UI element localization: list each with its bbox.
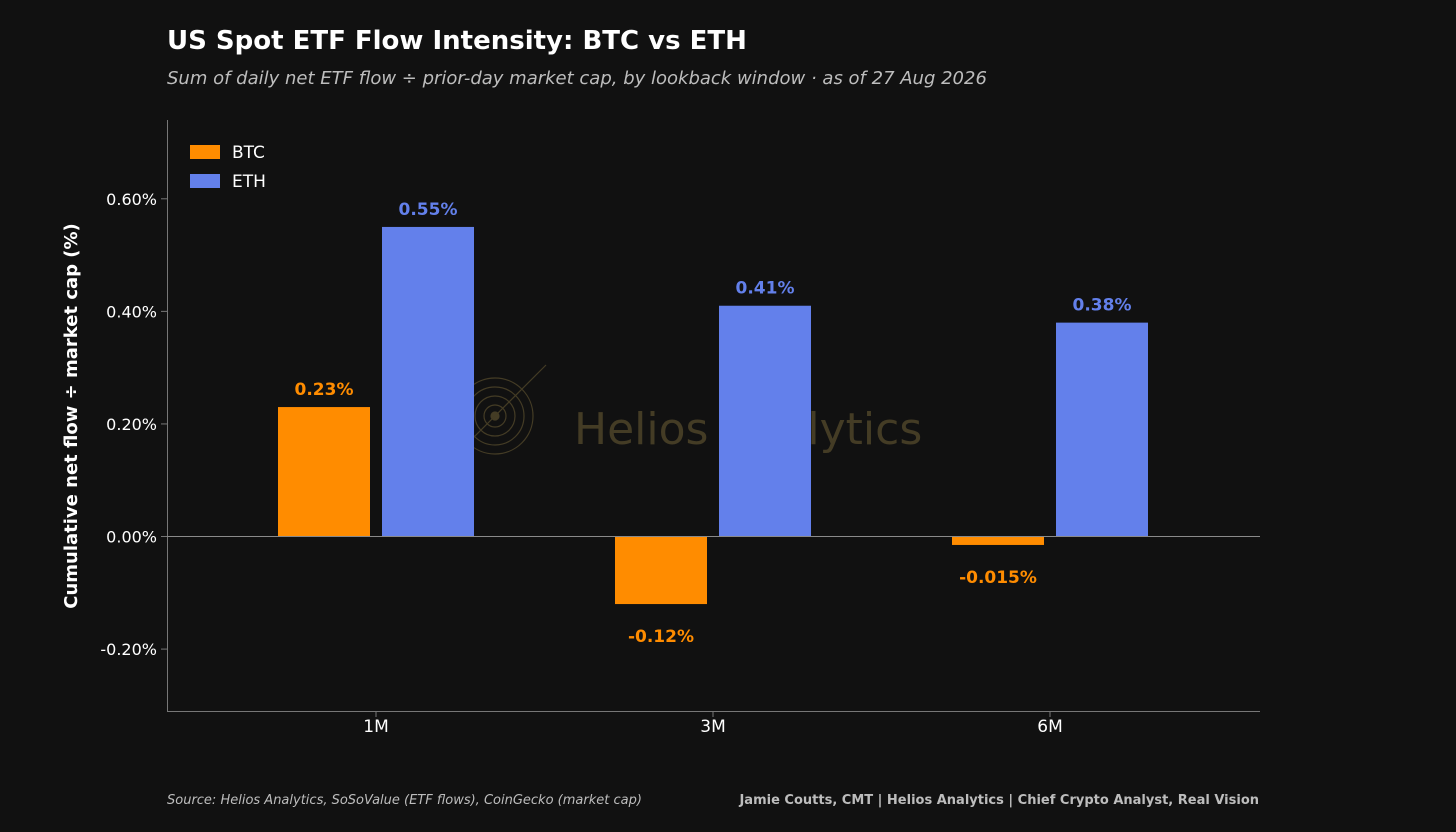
y-tick-label: 0.40%	[106, 302, 157, 321]
data-label-eth-6m: 0.38%	[1073, 296, 1132, 316]
legend: BTC ETH	[190, 143, 266, 192]
footer-credit: Jamie Coutts, CMT | Helios Analytics | C…	[739, 793, 1259, 808]
bars	[278, 226, 1148, 605]
chart-subtitle: Sum of daily net ETF flow ÷ prior-day ma…	[167, 68, 987, 89]
legend-label-btc: BTC	[232, 143, 265, 163]
data-label-eth-3m: 0.41%	[736, 279, 795, 299]
y-ticks: 0.60% 0.40% 0.20% 0.00% -0.20%	[100, 190, 167, 659]
y-tick-label: 0.60%	[106, 190, 157, 209]
x-ticks: 1M 3M 6M	[363, 711, 1063, 737]
legend-label-eth: ETH	[232, 172, 266, 192]
data-label-btc-1m: 0.23%	[295, 380, 354, 400]
bar-btc-3m	[615, 536, 707, 605]
x-tick-label: 6M	[1037, 717, 1062, 737]
legend-swatch-eth	[190, 174, 220, 188]
data-label-btc-3m: -0.12%	[628, 627, 694, 647]
y-tick-label: -0.20%	[100, 640, 157, 659]
chart-title: US Spot ETF Flow Intensity: BTC vs ETH	[167, 26, 747, 56]
legend-swatch-btc	[190, 145, 220, 159]
bar-eth-6m	[1056, 322, 1148, 537]
y-tick-label: 0.20%	[106, 415, 157, 434]
y-axis-label: Cumulative net flow ÷ market cap (%)	[61, 223, 82, 609]
bar-eth-1m	[382, 226, 474, 537]
data-label-btc-6m: -0.015%	[959, 568, 1037, 588]
bar-btc-1m	[278, 407, 370, 537]
data-label-eth-1m: 0.55%	[399, 200, 458, 220]
watermark: Helios Analytics	[443, 364, 922, 468]
footer-source: Source: Helios Analytics, SoSoValue (ETF…	[167, 793, 642, 808]
x-tick-label: 1M	[363, 717, 388, 737]
y-tick-label: 0.00%	[106, 528, 157, 547]
bar-eth-3m	[719, 305, 811, 537]
x-tick-label: 3M	[700, 717, 725, 737]
bar-labels: 0.23% 0.55% -0.12% 0.41% -0.015% 0.38%	[295, 200, 1132, 647]
bar-btc-6m	[952, 536, 1044, 545]
